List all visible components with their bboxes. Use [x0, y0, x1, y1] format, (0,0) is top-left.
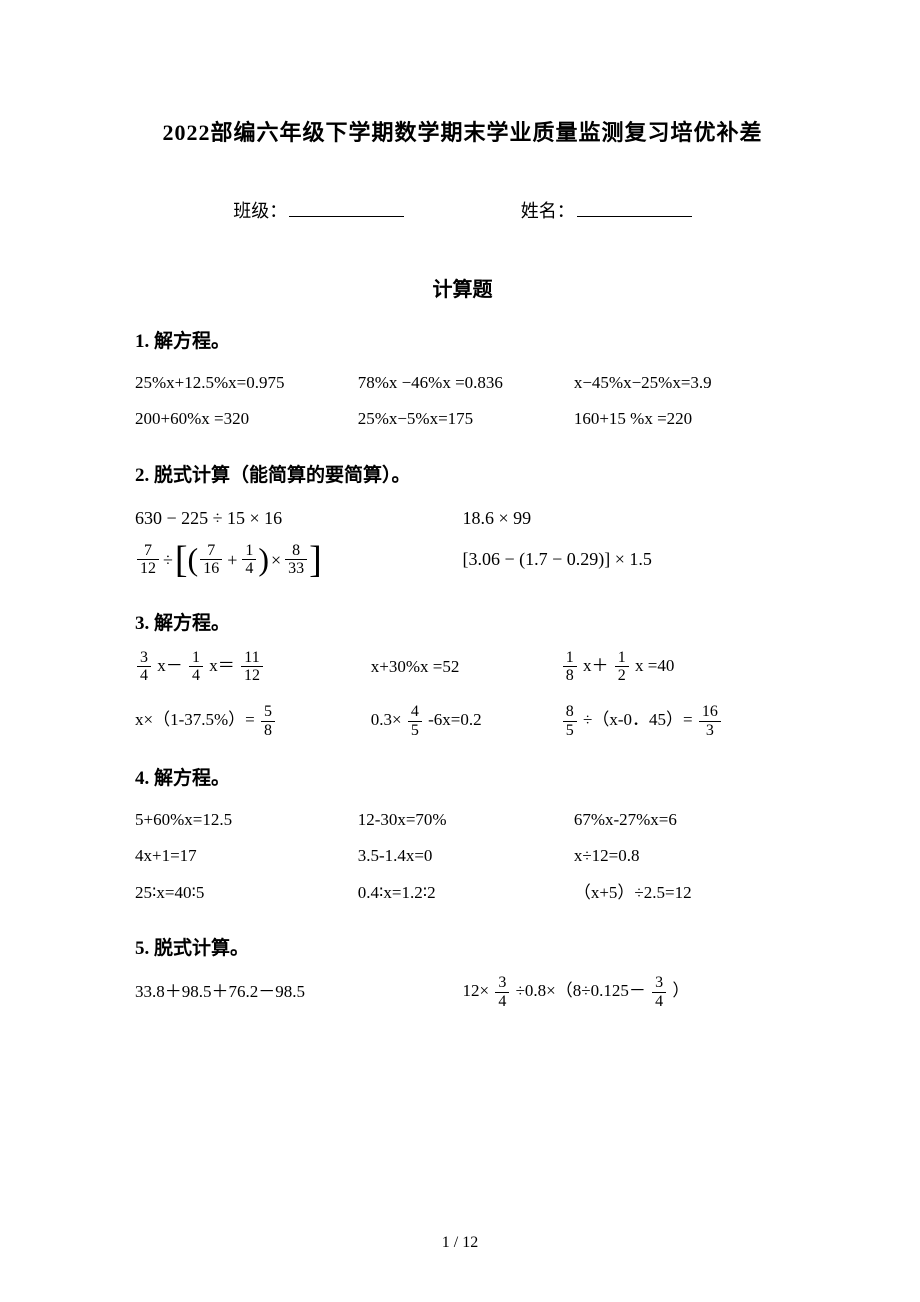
q3r2c1-fn: 5 — [261, 703, 275, 722]
q3r2c3-f2d: 3 — [699, 722, 721, 740]
q2-f3-num: 1 — [242, 542, 256, 561]
q2-header: 2. 脱式计算（能简算的要简算）。 — [135, 460, 790, 487]
q5-r1-mid: ÷0.8×（8÷0.125－ — [516, 981, 646, 1000]
class-underline — [289, 199, 404, 217]
q5-r1-left: 33.8＋98.5＋76.2－98.5 — [135, 976, 463, 1008]
q1-r2-c2: 25%x−5%x=175 — [358, 403, 574, 435]
q3r1c1-f2d: 4 — [189, 667, 203, 685]
name-label: 姓名： — [521, 197, 575, 223]
q1-r1-c1: 25%x+12.5%x=0.975 — [135, 367, 358, 399]
q3-r1-c1: 34 x－ 14 x＝ 1112 — [135, 649, 371, 685]
q3r1c1-f1n: 3 — [137, 649, 151, 668]
q3r1c3-f2d: 2 — [615, 667, 629, 685]
q5-f2d: 4 — [652, 993, 666, 1011]
page-title: 2022部编六年级下学期数学期末学业质量监测复习培优补差 — [135, 115, 790, 147]
q1-row-1: 25%x+12.5%x=0.975 78%x −46%x =0.836 x−45… — [135, 367, 790, 399]
q2-f2-num: 7 — [200, 542, 222, 561]
q5-f1d: 4 — [495, 993, 509, 1011]
q1-r1-c3: x−45%x−25%x=3.9 — [574, 367, 790, 399]
q3-rows: 34 x－ 14 x＝ 1112 x+30%x =52 18 x＋ 12 x =… — [135, 649, 790, 739]
q5-row-1: 33.8＋98.5＋76.2－98.5 12× 34 ÷0.8×（8÷0.125… — [135, 974, 790, 1010]
q5-rows: 33.8＋98.5＋76.2－98.5 12× 34 ÷0.8×（8÷0.125… — [135, 974, 790, 1010]
q2-r1-right: 18.6 × 99 — [463, 501, 791, 535]
q3-r2-c3: 85 ÷（x-0．45）= 163 — [561, 703, 790, 739]
q3r1c3-f1d: 8 — [563, 667, 577, 685]
q3-row-1: 34 x－ 14 x＝ 1112 x+30%x =52 18 x＋ 12 x =… — [135, 649, 790, 685]
q4-row-3: 25∶x=40∶5 0.4∶x=1.2∶2 （x+5）÷2.5=12 — [135, 877, 790, 909]
q3r1c3-mid: x＋ — [583, 656, 609, 675]
name-underline — [577, 199, 692, 217]
q3r2c2-pre: 0.3× — [371, 710, 406, 729]
q1-r2-c1: 200+60%x =320 — [135, 403, 358, 435]
q1-header: 1. 解方程。 — [135, 326, 790, 353]
q4-r3-c2: 0.4∶x=1.2∶2 — [358, 877, 574, 909]
q1-rows: 25%x+12.5%x=0.975 78%x −46%x =0.836 x−45… — [135, 367, 790, 436]
q3r1c1-mid2: x＝ — [209, 656, 235, 675]
q3-r2-c2: 0.3× 45 -6x=0.2 — [371, 703, 561, 739]
class-field: 班级： — [233, 197, 404, 223]
q3-r1-c3: 18 x＋ 12 x =40 — [561, 649, 790, 685]
q4-row-2: 4x+1=17 3.5-1.4x=0 x÷12=0.8 — [135, 840, 790, 872]
q4-header: 4. 解方程。 — [135, 763, 790, 790]
q2-f4-den: 33 — [285, 560, 307, 578]
q3r2c2-fd: 5 — [408, 722, 422, 740]
q4-r2-c1: 4x+1=17 — [135, 840, 358, 872]
q3r1c3-f2n: 1 — [615, 649, 629, 668]
q5-r1-right: 12× 34 ÷0.8×（8÷0.125－ 34 ） — [463, 974, 791, 1010]
q2-row-2: 712 ÷ [ ( 716 + 14 ) × 833 ] [3.06 − (1.… — [135, 541, 790, 578]
q4-r1-c1: 5+60%x=12.5 — [135, 804, 358, 836]
q3r1c3-tail: x =40 — [635, 656, 674, 675]
q2-f1-den: 12 — [137, 560, 159, 578]
q3r2c1-fd: 8 — [261, 722, 275, 740]
q2-f4-num: 8 — [285, 542, 307, 561]
q3r2c3-mid: ÷（x-0．45）= — [583, 710, 697, 729]
q3r2c3-f1d: 5 — [563, 722, 577, 740]
q5-f2n: 3 — [652, 974, 666, 993]
q5-f1n: 3 — [495, 974, 509, 993]
q3r2c1-pre: x×（1-37.5%）= — [135, 710, 259, 729]
q3r2c2-post: -6x=0.2 — [428, 710, 482, 729]
q4-rows: 5+60%x=12.5 12-30x=70% 67%x-27%x=6 4x+1=… — [135, 804, 790, 909]
q3r1c3-f1n: 1 — [563, 649, 577, 668]
q4-r3-c1: 25∶x=40∶5 — [135, 877, 358, 909]
q3-header: 3. 解方程。 — [135, 608, 790, 635]
q4-r1-c3: 67%x-27%x=6 — [574, 804, 790, 836]
q2-f1-num: 7 — [137, 542, 159, 561]
q3r1c1-mid: x－ — [157, 656, 183, 675]
q4-r3-c3: （x+5）÷2.5=12 — [574, 877, 790, 909]
name-field: 姓名： — [521, 197, 692, 223]
q4-r2-c2: 3.5-1.4x=0 — [358, 840, 574, 872]
q5-r1-post: ） — [672, 981, 689, 1000]
q2-r2-left: 712 ÷ [ ( 716 + 14 ) × 833 ] — [135, 541, 463, 578]
q3r1c1-f1d: 4 — [137, 667, 151, 685]
q3-r2-c1: x×（1-37.5%）= 58 — [135, 703, 371, 739]
q3r1c1-f3n: 11 — [241, 649, 263, 668]
q2-r2-right: [3.06 − (1.7 − 0.29)] × 1.5 — [463, 542, 791, 576]
q4-row-1: 5+60%x=12.5 12-30x=70% 67%x-27%x=6 — [135, 804, 790, 836]
q2-f2-den: 16 — [200, 560, 222, 578]
q3r1c1-f3d: 12 — [241, 667, 263, 685]
page-number: 1 / 12 — [0, 1234, 920, 1252]
q3-row-2: x×（1-37.5%）= 58 0.3× 45 -6x=0.2 85 ÷（x-0… — [135, 703, 790, 739]
q3r1c1-f2n: 1 — [189, 649, 203, 668]
info-row: 班级： 姓名： — [135, 197, 790, 223]
q2-row-1: 630 − 225 ÷ 15 × 16 18.6 × 99 — [135, 501, 790, 535]
q1-row-2: 200+60%x =320 25%x−5%x=175 160+15 %x =22… — [135, 403, 790, 435]
q3r2c2-fn: 4 — [408, 703, 422, 722]
q1-r1-c2: 78%x −46%x =0.836 — [358, 367, 574, 399]
q3-r1-c2: x+30%x =52 — [371, 651, 561, 683]
q4-r1-c2: 12-30x=70% — [358, 804, 574, 836]
q3r2c3-f1n: 8 — [563, 703, 577, 722]
section-heading: 计算题 — [135, 273, 790, 302]
q2-rows: 630 − 225 ÷ 15 × 16 18.6 × 99 712 ÷ [ ( … — [135, 501, 790, 578]
q2-f3-den: 4 — [242, 560, 256, 578]
class-label: 班级： — [233, 197, 287, 223]
q3r2c3-f2n: 16 — [699, 703, 721, 722]
q2-r1-left: 630 − 225 ÷ 15 × 16 — [135, 501, 463, 535]
q5-r1-pre: 12× — [463, 981, 490, 1000]
q4-r2-c3: x÷12=0.8 — [574, 840, 790, 872]
q5-header: 5. 脱式计算。 — [135, 933, 790, 960]
q1-r2-c3: 160+15 %x =220 — [574, 403, 790, 435]
